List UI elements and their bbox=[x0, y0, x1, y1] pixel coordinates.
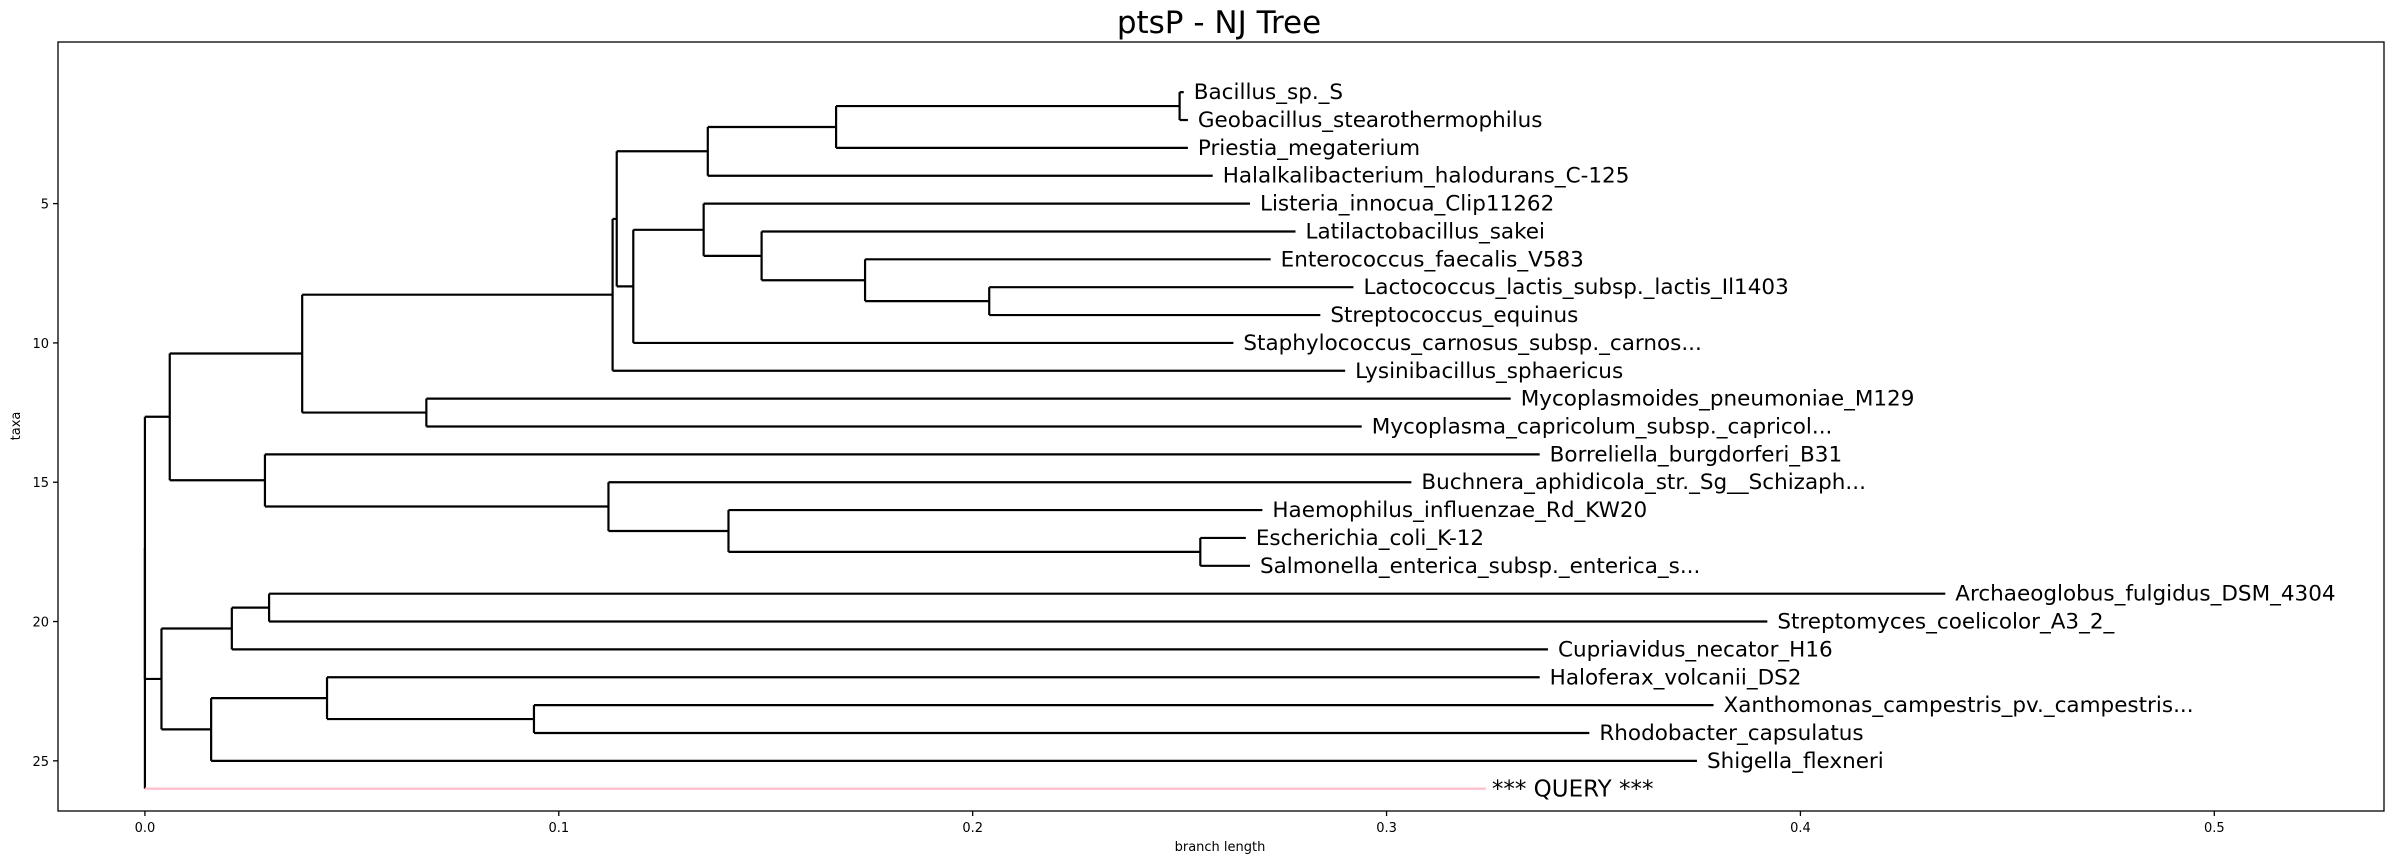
y-axis-ticks: 5 10 15 20 25 bbox=[32, 198, 58, 770]
leaf-label: Enterococcus_faecalis_V583 bbox=[1281, 247, 1584, 272]
plot-frame bbox=[57, 41, 2385, 812]
x-tick-label: 0.5 bbox=[2204, 821, 2225, 836]
tree-branches bbox=[143, 91, 1946, 789]
leaf-label: Priestia_megaterium bbox=[1198, 136, 1420, 161]
leaf-label: Buchnera_aphidicola_str._Sg__Schizaph... bbox=[1421, 470, 1866, 495]
leaf-label: Salmonella_enterica_subsp._enterica_s... bbox=[1260, 554, 1700, 579]
leaf-label: Latilactobacillus_sakei bbox=[1305, 219, 1545, 244]
x-tick-label: 0.3 bbox=[1376, 821, 1397, 836]
leaf-label: Xanthomonas_campestris_pv._campestris... bbox=[1724, 693, 2194, 718]
leaf-label: Haemophilus_influenzae_Rd_KW20 bbox=[1272, 498, 1647, 523]
x-tick-label: 0.0 bbox=[135, 821, 156, 836]
x-tick-label: 0.4 bbox=[1790, 821, 1811, 836]
y-tick-label: 25 bbox=[32, 755, 49, 770]
leaf-label: Shigella_flexneri bbox=[1707, 749, 1884, 774]
leaf-label: Streptomyces_coelicolor_A3_2_ bbox=[1777, 610, 2114, 635]
leaf-label: Streptococcus_equinus bbox=[1330, 303, 1578, 328]
leaf-label: Archaeoglobus_fulgidus_DSM_4304 bbox=[1955, 582, 2335, 607]
y-tick-label: 10 bbox=[32, 337, 49, 352]
leaf-label: Rhodobacter_capsulatus bbox=[1599, 721, 1863, 746]
x-tick-label: 0.1 bbox=[548, 821, 569, 836]
y-tick-label: 15 bbox=[32, 476, 49, 491]
leaf-label: Lysinibacillus_sphaericus bbox=[1355, 359, 1623, 384]
leaf-label: Bacillus_sp._S bbox=[1194, 80, 1343, 105]
query-branch-group: *** QUERY *** bbox=[144, 777, 1654, 803]
y-axis-label: taxa bbox=[9, 412, 24, 441]
leaf-label: Borreliella_burgdorferi_B31 bbox=[1550, 442, 1843, 467]
leaf-labels: Bacillus_sp._S Geobacillus_stearothermoph… bbox=[1194, 80, 2336, 774]
leaf-label: Lactococcus_lactis_subsp._lactis_Il1403 bbox=[1363, 275, 1788, 300]
leaf-label: Listeria_innocua_Clip11262 bbox=[1260, 192, 1554, 217]
leaf-label: Mycoplasma_capricolum_subsp._capricol... bbox=[1372, 415, 1833, 440]
x-axis-label: branch length bbox=[1175, 840, 1266, 855]
chart-title: ptsP - NJ Tree bbox=[1117, 5, 1321, 41]
leaf-label: Mycoplasmoides_pneumoniae_M129 bbox=[1521, 387, 1915, 412]
query-label: *** QUERY *** bbox=[1492, 777, 1654, 803]
leaf-label: Haloferax_volcanii_DS2 bbox=[1550, 665, 1802, 690]
leaf-label: Halalkalibacterium_halodurans_C-125 bbox=[1223, 164, 1630, 189]
leaf-label: Geobacillus_stearothermophilus bbox=[1198, 108, 1543, 133]
y-tick-label: 20 bbox=[32, 616, 49, 631]
x-axis-ticks: 0.0 0.1 0.2 0.3 0.4 0.5 bbox=[135, 811, 2225, 836]
leaf-label: Cupriavidus_necator_H16 bbox=[1558, 637, 1833, 662]
leaf-label: Escherichia_coli_K-12 bbox=[1256, 526, 1484, 551]
x-tick-label: 0.2 bbox=[962, 821, 983, 836]
y-tick-label: 5 bbox=[41, 198, 49, 213]
leaf-label: Staphylococcus_carnosus_subsp._carnos... bbox=[1243, 331, 1701, 356]
